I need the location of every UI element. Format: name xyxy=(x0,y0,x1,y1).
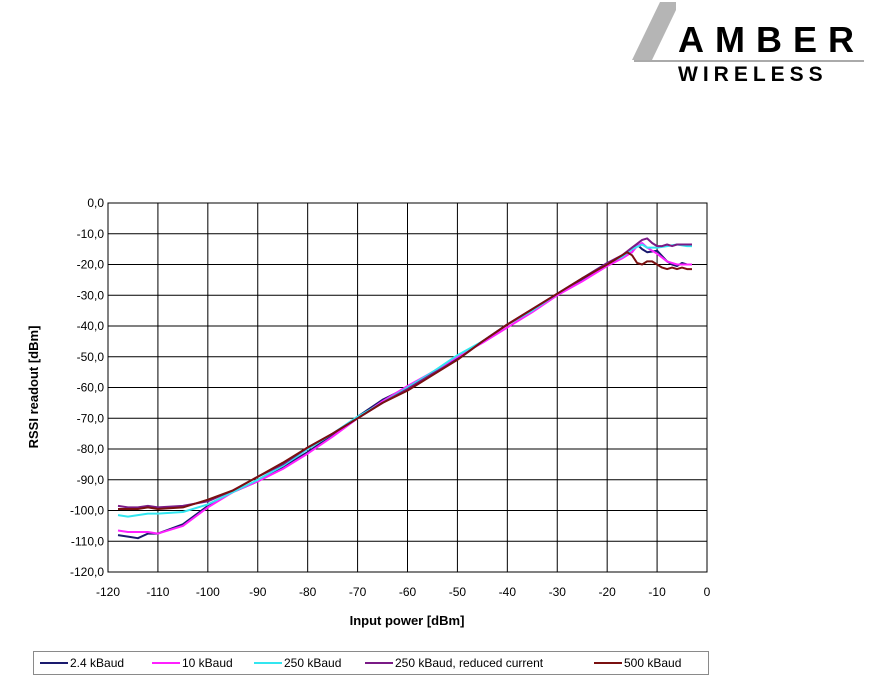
x-tick-label: -90 xyxy=(249,585,267,599)
y-tick-label: -100,0 xyxy=(70,504,104,518)
legend-swatch xyxy=(40,661,68,664)
x-tick-label: -60 xyxy=(399,585,417,599)
y-tick-label: -30,0 xyxy=(77,288,105,302)
logo-slash-mark xyxy=(632,2,676,60)
y-tick-label: -60,0 xyxy=(77,381,105,395)
legend-item-4: 250 kBaud, reduced current xyxy=(365,655,543,671)
legend-item-2: 10 kBaud xyxy=(152,655,233,671)
y-tick-label: -110,0 xyxy=(71,534,104,548)
y-tick-label: -20,0 xyxy=(77,258,105,272)
y-axis-title: RSSI readout [dBm] xyxy=(26,326,41,449)
legend-swatch xyxy=(254,661,282,664)
y-tick-label: -50,0 xyxy=(77,350,105,364)
x-tick-label: -70 xyxy=(349,585,367,599)
x-tick-label: -120 xyxy=(96,585,120,599)
x-tick-label: -110 xyxy=(146,585,169,599)
legend-item-1: 2.4 kBaud xyxy=(40,655,124,671)
series-line-4 xyxy=(117,237,692,509)
rssi-chart: 0,0 -10,0 -20,0 -30,0 -40,0 -50,0 -60,0 -70,0 -8… xyxy=(26,196,711,628)
chart-series xyxy=(117,237,692,540)
x-tick-label: -50 xyxy=(449,585,467,599)
y-tick-label: -90,0 xyxy=(77,473,105,487)
legend-swatch xyxy=(152,661,180,664)
logo-rule xyxy=(634,60,864,62)
y-tick-label: -40,0 xyxy=(77,319,105,333)
legend-label: 10 kBaud xyxy=(182,656,233,670)
amber-wireless-logo: AMBER WIRELESS xyxy=(630,0,869,90)
x-tick-label: -20 xyxy=(598,585,616,599)
y-tick-label: 0,0 xyxy=(87,196,104,210)
x-tick-label: -40 xyxy=(499,585,517,599)
legend-label: 250 kBaud xyxy=(284,656,342,670)
chart-legend: 2.4 kBaud 10 kBaud 250 kBaud 250 kBaud, red… xyxy=(33,651,709,675)
y-tick-label: -70,0 xyxy=(77,411,105,425)
series-line-3 xyxy=(117,243,692,518)
x-tick-label: -80 xyxy=(299,585,317,599)
x-axis-title: Input power [dBm] xyxy=(350,613,465,628)
legend-label: 250 kBaud, reduced current xyxy=(395,656,544,670)
x-axis-ticks: -120 -110 -100 -90 -80 -70 -60 -50 -40 -30 -20 -10 0 xyxy=(96,585,711,599)
logo-word-wireless: WIRELESS xyxy=(678,63,828,86)
x-tick-label: 0 xyxy=(704,585,711,599)
x-tick-label: -30 xyxy=(549,585,567,599)
logo-word-amber: AMBER xyxy=(678,19,865,60)
x-tick-label: -100 xyxy=(196,585,220,599)
series-line-5 xyxy=(118,251,692,510)
y-tick-label: -10,0 xyxy=(77,227,105,241)
y-tick-label: -120,0 xyxy=(70,565,104,579)
legend-label: 500 kBaud xyxy=(624,656,682,670)
legend-item-5: 500 kBaud xyxy=(594,655,681,671)
x-tick-label: -10 xyxy=(648,585,666,599)
legend-label: 2.4 kBaud xyxy=(70,656,125,670)
y-tick-label: -80,0 xyxy=(77,442,105,456)
y-axis-ticks: 0,0 -10,0 -20,0 -30,0 -40,0 -50,0 -60,0 -70,0 -8… xyxy=(70,196,104,579)
legend-swatch xyxy=(594,661,622,664)
legend-item-3: 250 kBaud xyxy=(254,655,341,671)
legend-swatch xyxy=(365,661,393,664)
